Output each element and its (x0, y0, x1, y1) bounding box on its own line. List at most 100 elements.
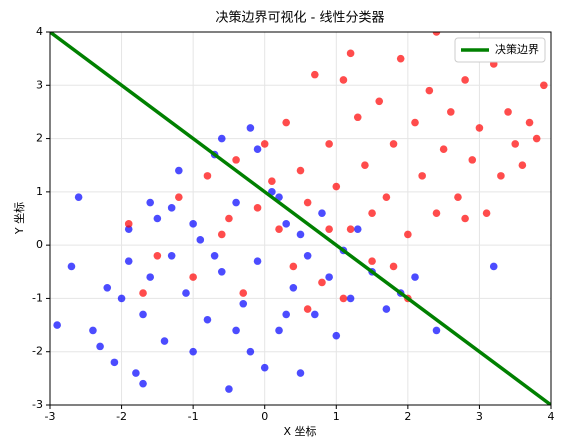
point (504, 108, 512, 116)
plot-frame (49, 31, 552, 406)
point (160, 337, 169, 345)
point (311, 310, 319, 319)
point (425, 86, 434, 95)
legend-label: 决策边界 (495, 42, 539, 56)
point (475, 124, 484, 132)
point (175, 193, 183, 201)
point (532, 134, 541, 143)
point (303, 305, 312, 313)
point (67, 262, 76, 271)
point (461, 76, 469, 84)
point (189, 347, 197, 356)
point (167, 204, 176, 212)
point (432, 326, 441, 335)
point (96, 342, 104, 351)
y-tick-label: 0 (36, 238, 43, 251)
point (217, 134, 226, 143)
y-axis-label: Y 坐标 (12, 202, 26, 235)
y-tick-label: -3 (32, 398, 43, 411)
point (189, 220, 197, 228)
point (124, 225, 133, 233)
point (497, 172, 505, 180)
x-tick-label: -2 (116, 410, 127, 423)
x-tick-label: 2 (404, 410, 411, 423)
point (253, 257, 262, 265)
point (353, 113, 362, 122)
point (189, 273, 197, 281)
point (418, 172, 426, 180)
point (210, 252, 219, 260)
boundary-line (50, 32, 551, 405)
point (339, 294, 348, 303)
point (217, 267, 226, 276)
point (346, 225, 355, 233)
point (239, 289, 248, 297)
point (239, 299, 248, 308)
point (175, 166, 183, 175)
point (146, 273, 154, 281)
point (275, 326, 283, 335)
point (303, 252, 312, 260)
point (454, 193, 462, 201)
point (396, 54, 405, 63)
point (225, 214, 233, 223)
point (296, 166, 305, 175)
point (325, 273, 333, 281)
point (332, 331, 341, 340)
point (382, 193, 391, 201)
point (167, 252, 176, 260)
point (468, 156, 477, 164)
point (139, 379, 147, 388)
point (296, 369, 305, 377)
point (124, 220, 133, 228)
y-tick-label: 3 (36, 78, 43, 91)
point (232, 156, 240, 164)
y-tick-label: -2 (32, 345, 43, 358)
y-tick-label: 2 (36, 132, 43, 145)
point (139, 310, 147, 319)
point (260, 363, 269, 372)
point (196, 236, 205, 244)
point (253, 145, 262, 154)
point (146, 198, 154, 207)
point (361, 161, 369, 170)
point (203, 315, 212, 324)
point (253, 204, 262, 212)
point (511, 140, 520, 148)
point (282, 310, 290, 319)
point (489, 262, 498, 271)
point (439, 145, 448, 154)
point (103, 283, 112, 292)
point (318, 278, 326, 287)
legend-box (454, 37, 546, 63)
y-tick-label: 1 (36, 185, 43, 198)
x-tick-label: 4 (548, 410, 555, 423)
x-tick-label: 3 (476, 410, 483, 423)
point (260, 140, 269, 148)
y-tick-label: -1 (32, 291, 43, 304)
point (124, 257, 133, 265)
point (246, 347, 255, 356)
point (311, 70, 319, 79)
point (232, 326, 240, 335)
point (325, 225, 333, 233)
point (217, 230, 226, 239)
point (139, 289, 147, 297)
point (117, 294, 126, 303)
point (411, 118, 419, 127)
point (353, 225, 362, 233)
point (346, 49, 355, 58)
x-tick-label: 1 (333, 410, 340, 423)
point (318, 209, 326, 217)
point (368, 209, 376, 217)
point (432, 209, 441, 217)
x-tick-label: 0 (261, 410, 268, 423)
point (153, 252, 162, 260)
point (296, 230, 305, 239)
point (282, 220, 290, 228)
point (246, 124, 255, 132)
point (289, 283, 298, 292)
point (525, 118, 534, 127)
point (303, 198, 312, 207)
